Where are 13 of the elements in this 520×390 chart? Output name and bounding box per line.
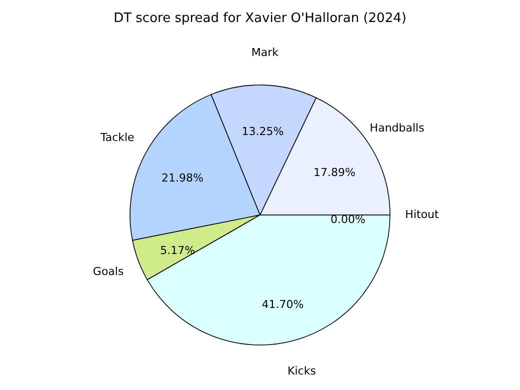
data-label: 17.89% — [313, 166, 356, 180]
slice-label: Tackle — [99, 131, 135, 144]
data-label: 41.70% — [262, 298, 304, 312]
chart-title: DT score spread for Xavier O'Halloran (2024) — [114, 11, 406, 26]
text: 0.00% — [330, 213, 366, 226]
data-label: 13.25% — [242, 125, 284, 138]
slice-label: Kicks — [288, 364, 316, 378]
slice-label: Goals — [92, 264, 124, 278]
slice-label: Mark — [251, 46, 280, 60]
category-label: Hitout — [405, 208, 439, 221]
slice-label: Handballs — [370, 122, 425, 135]
data-label: 21.98% — [162, 171, 204, 184]
data-label: 5.17% — [160, 244, 196, 257]
